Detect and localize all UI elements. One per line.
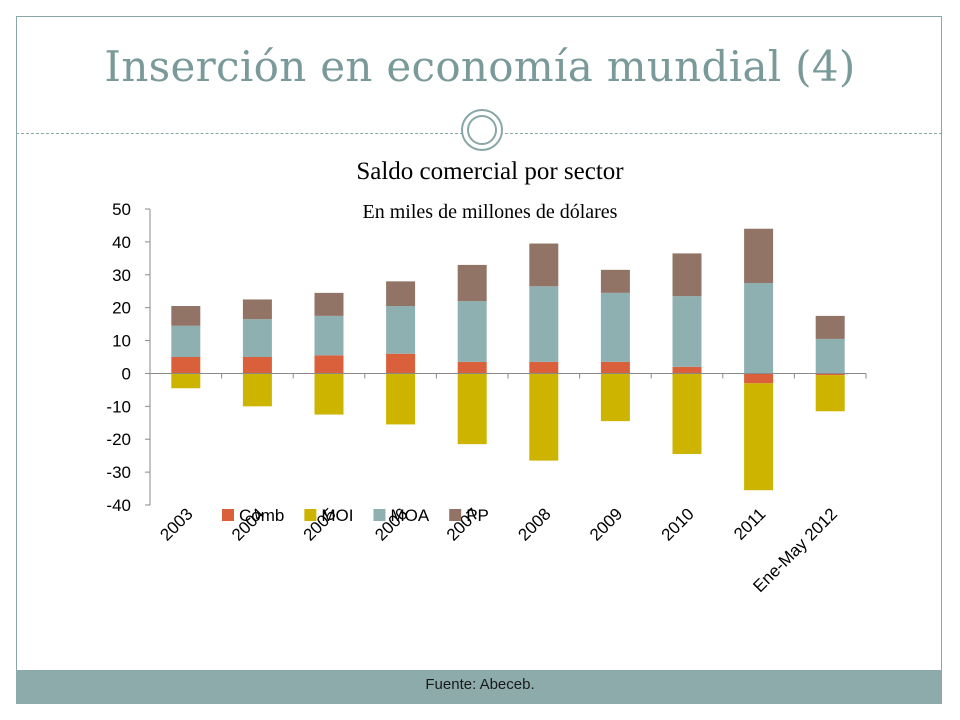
bar-comb xyxy=(242,357,272,374)
legend-label-moi: MOI xyxy=(321,506,353,525)
bar-pp xyxy=(529,243,559,287)
bar-comb xyxy=(672,366,702,374)
y-tick-label: -10 xyxy=(106,397,131,416)
bar-pp xyxy=(242,299,272,320)
bar-comb xyxy=(386,353,416,374)
legend-swatch-comb xyxy=(222,509,234,521)
bar-comb xyxy=(815,373,845,376)
bar-moa xyxy=(457,301,487,362)
bar-pp xyxy=(386,281,416,307)
bar-moi xyxy=(672,373,702,455)
legend-swatch-moi xyxy=(304,509,317,521)
y-tick-label: 40 xyxy=(112,233,131,252)
bar-moi xyxy=(386,373,416,425)
y-tick-label: 10 xyxy=(112,332,131,351)
y-tick-label: -20 xyxy=(106,430,131,449)
y-tick-label: 20 xyxy=(112,299,131,318)
bar-pp xyxy=(314,292,344,316)
x-tick-label: 2010 xyxy=(658,504,698,544)
bar-moa xyxy=(529,286,559,362)
x-tick-label: 2009 xyxy=(586,504,626,544)
x-tick-label: 2008 xyxy=(514,504,554,544)
bar-pp xyxy=(457,264,487,302)
bar-comb xyxy=(600,361,630,374)
y-tick-label: 50 xyxy=(112,200,131,219)
chart-title: Saldo comercial por sector xyxy=(356,158,624,185)
bar-moi xyxy=(171,373,201,389)
bar-moa xyxy=(672,296,702,367)
x-tick-label: 2011 xyxy=(730,504,769,543)
bar-moi xyxy=(529,373,559,461)
bar-comb xyxy=(457,361,487,374)
bar-moa xyxy=(815,338,845,374)
legend-swatch-moa xyxy=(373,509,386,521)
slide-title: Inserción en economía mundial (4) xyxy=(104,42,856,91)
title-ring-ornament xyxy=(461,109,503,151)
bar-moi xyxy=(744,383,774,491)
x-tick-label: 2003 xyxy=(156,504,196,544)
bar-moa xyxy=(386,306,416,354)
bar-pp xyxy=(744,228,774,283)
bar-moi xyxy=(457,373,487,445)
bar-pp xyxy=(171,306,201,326)
bar-moa xyxy=(744,283,774,374)
y-tick-label: 0 xyxy=(122,364,131,383)
bar-comb xyxy=(171,357,201,374)
bar-pp xyxy=(600,269,630,293)
bar-moi xyxy=(815,375,845,412)
y-tick-label: -40 xyxy=(106,496,131,515)
bar-moi xyxy=(600,373,630,422)
source-note: Fuente: Abeceb. xyxy=(425,676,535,693)
bar-pp xyxy=(672,253,702,297)
bar-moi xyxy=(242,373,272,407)
y-tick-label: -30 xyxy=(106,463,131,482)
bar-moa xyxy=(600,292,630,362)
legend-label-pp: PP xyxy=(466,506,489,525)
bar-comb xyxy=(314,355,344,374)
bar-moa xyxy=(242,319,272,357)
legend-swatch-pp xyxy=(449,509,462,521)
bar-pp xyxy=(815,315,845,339)
bar-comb xyxy=(529,361,559,374)
footer-bar xyxy=(16,670,942,704)
bar-moa xyxy=(314,315,344,356)
legend-label-comb: Comb xyxy=(239,506,284,525)
legend-label-moa: MOA xyxy=(390,506,429,525)
chart-subtitle: En miles de millones de dólares xyxy=(362,201,618,223)
bar-moa xyxy=(171,325,201,357)
bar-moi xyxy=(314,373,344,415)
bar-comb xyxy=(744,373,774,384)
y-tick-label: 30 xyxy=(112,266,131,285)
